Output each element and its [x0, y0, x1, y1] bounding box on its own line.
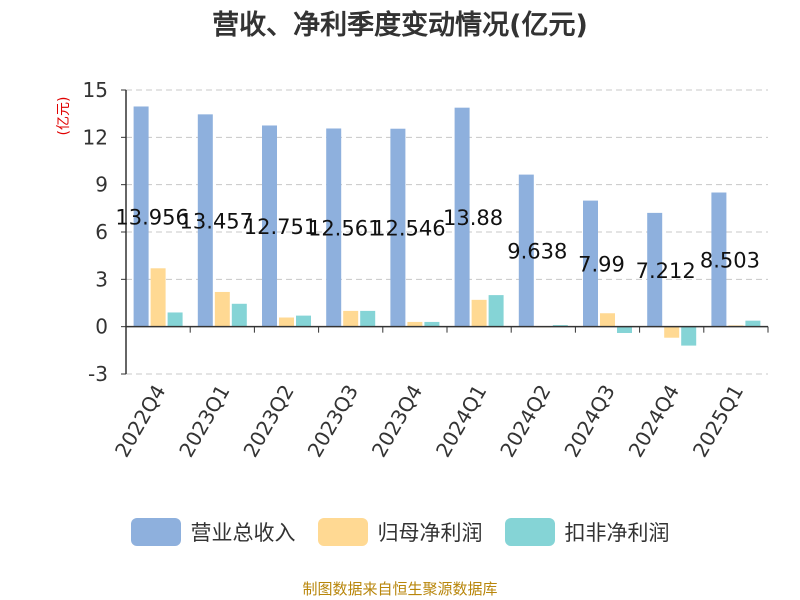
- data-source-note: 制图数据来自恒生聚源数据库: [302, 580, 498, 598]
- x-tick-label: 2023Q3: [303, 381, 363, 462]
- bar-net-profit: [407, 321, 423, 327]
- legend-label-deducted-profit: 扣非净利润: [564, 521, 670, 545]
- bar-net-profit: [471, 299, 487, 327]
- bar-deducted-profit: [231, 303, 247, 327]
- bar-deducted-profit: [745, 320, 761, 327]
- bar-deducted-profit: [552, 325, 568, 327]
- x-tick-label: 2023Q2: [238, 381, 298, 462]
- y-tick-label: 3: [95, 267, 108, 291]
- x-axis-labels: 2022Q4 2023Q1 2023Q2 2023Q3 2023Q4 2024Q1 2024…: [110, 381, 748, 462]
- chart-title: 营收、净利季度变动情况(亿元): [212, 9, 588, 41]
- legend: 营业总收入 归母净利润 扣非净利润: [0, 517, 800, 547]
- data-label-revenue: 8.503: [700, 249, 760, 273]
- bar-revenue: [583, 200, 598, 327]
- data-label-revenue: 9.638: [507, 240, 567, 264]
- bar-deducted-profit: [617, 326, 632, 333]
- bar-revenue: [133, 106, 149, 327]
- x-tick-label: 2024Q2: [495, 381, 555, 462]
- legend-item-deducted-profit[interactable]: 扣非净利润: [504, 517, 670, 547]
- data-label-revenue: 12.561: [308, 217, 381, 241]
- data-label-revenue: 13.88: [443, 206, 503, 230]
- legend-swatch-revenue: [130, 518, 181, 546]
- bar-net-profit: [664, 326, 680, 338]
- bar-revenue: [197, 114, 213, 327]
- bar-net-profit: [343, 310, 359, 327]
- data-label-revenue: 12.546: [372, 217, 445, 241]
- x-tick-label: 2025Q1: [688, 381, 748, 462]
- data-label-revenue: 7.99: [578, 253, 625, 277]
- legend-item-net-profit[interactable]: 归母净利润: [317, 517, 483, 547]
- legend-swatch-net-profit: [317, 518, 368, 546]
- bar-deducted-profit: [681, 326, 697, 346]
- y-tick-label: 6: [95, 220, 108, 244]
- x-tick-label: 2024Q3: [559, 381, 619, 462]
- bar-deducted-profit: [167, 312, 183, 327]
- y-tick-label: 15: [83, 78, 108, 102]
- bar-net-profit: [600, 313, 615, 327]
- data-label-revenue: 12.751: [244, 215, 317, 239]
- x-tick-label: 2024Q4: [624, 381, 684, 462]
- bar-deducted-profit: [424, 321, 440, 327]
- legend-swatch-deducted-profit: [504, 518, 555, 546]
- bars: [133, 106, 761, 346]
- bar-net-profit: [279, 317, 294, 327]
- x-tick-label: 2022Q4: [110, 381, 170, 462]
- y-tick-label: 9: [95, 173, 108, 197]
- bar-net-profit: [214, 291, 230, 327]
- data-labels: 13.95613.45712.75112.56112.54613.889.638…: [115, 206, 760, 283]
- bar-revenue: [326, 128, 342, 327]
- legend-label-revenue: 营业总收入: [190, 521, 296, 545]
- legend-item-revenue[interactable]: 营业总收入: [130, 517, 296, 547]
- x-tick-label: 2024Q1: [431, 381, 491, 462]
- data-label-revenue: 13.457: [180, 210, 253, 234]
- bar-revenue: [262, 125, 277, 327]
- bar-revenue: [390, 128, 406, 327]
- bar-revenue: [454, 107, 470, 327]
- bar-revenue: [647, 212, 663, 327]
- axes: [125, 90, 769, 374]
- bar-net-profit: [150, 268, 166, 327]
- y-axis-ticks: -3 0 3 6 9 12 15: [83, 78, 126, 386]
- bar-deducted-profit: [296, 315, 311, 327]
- y-axis-unit-label: (亿元): [56, 97, 72, 136]
- x-tick-label: 2023Q4: [367, 381, 427, 462]
- x-tick-label: 2023Q1: [174, 381, 234, 462]
- data-label-revenue: 7.212: [636, 259, 696, 283]
- y-tick-label: 0: [95, 315, 108, 339]
- bar-deducted-profit: [488, 295, 504, 327]
- legend-label-net-profit: 归母净利润: [377, 521, 483, 545]
- y-tick-label: -3: [88, 362, 108, 386]
- bar-revenue: [711, 192, 727, 327]
- bar-revenue: [518, 174, 534, 327]
- y-tick-label: 12: [83, 125, 108, 149]
- data-label-revenue: 13.956: [115, 206, 188, 230]
- bar-deducted-profit: [360, 310, 376, 327]
